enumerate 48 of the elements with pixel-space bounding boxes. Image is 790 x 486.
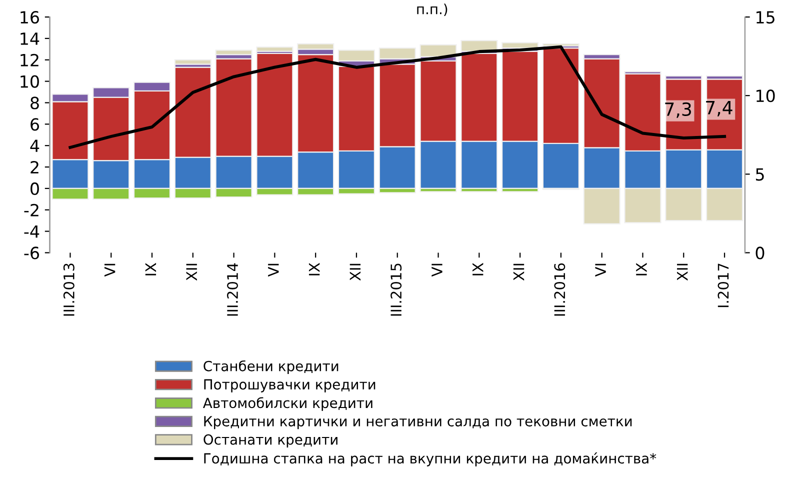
legend-label: Автомобилски кредити: [202, 397, 372, 411]
legend-label: Годишна стапка на раст на вкупни кредити на домаќинства*: [204, 452, 656, 466]
data-label: 7,4: [706, 101, 732, 116]
legend-label: Останати кредити: [204, 434, 338, 448]
y-tick-label: 2: [30, 160, 38, 174]
y-tick-label: 8: [30, 96, 39, 110]
x-tick-label: III.2016: [554, 263, 566, 316]
y2-tick-label: 5: [756, 168, 764, 181]
legend-label: Станбени кредити: [204, 360, 338, 374]
chart-title: п.п.): [417, 4, 448, 16]
y-tick-label: -4: [24, 225, 40, 238]
x-tick-label: VI: [595, 264, 606, 277]
y-tick-label: 4: [30, 140, 40, 152]
legend-label: Кредитни картички и негативни салда по тековни сметки: [204, 416, 632, 430]
y2-tick-label: 15: [756, 11, 774, 24]
x-tick-label: IX: [472, 262, 484, 276]
x-tick-label: XII: [186, 264, 197, 281]
x-tick-label: III.2015: [390, 264, 402, 316]
x-tick-label: XII: [677, 264, 688, 281]
bar: [174, 59, 212, 65]
x-tick-label: VI: [268, 264, 279, 277]
x-tick-label: III.2014: [226, 263, 238, 316]
y-tick-label: 12: [20, 54, 38, 66]
x-tick-label: IX: [636, 262, 647, 276]
x-tick-label: XII: [350, 264, 360, 281]
data-label: 7,3: [665, 102, 691, 118]
y2-tick-label: 0: [756, 246, 764, 260]
x-tick-label: I.2017: [718, 264, 729, 308]
legend-label: Потрошувачки кредити: [204, 379, 376, 392]
y-tick-label: 0: [30, 182, 39, 196]
bar: [502, 42, 539, 49]
x-tick-label: XII: [513, 264, 524, 281]
bar: [215, 50, 252, 56]
y-tick-label: 16: [20, 10, 39, 24]
bar: [542, 43, 580, 46]
y2-tick-label: 10: [756, 90, 775, 102]
y-tick-label: 10: [20, 75, 39, 88]
y-tick-label: 14: [20, 32, 40, 45]
y-tick-label: -6: [24, 246, 39, 260]
x-tick-label: VI: [104, 264, 116, 277]
y-tick-label: -2: [24, 204, 38, 216]
x-tick-label: VI: [432, 264, 442, 277]
bar: [256, 46, 294, 52]
bar: [420, 44, 457, 58]
x-tick-label: IX: [145, 262, 156, 276]
x-tick-label: IX: [308, 262, 320, 276]
y-tick-label: 6: [30, 118, 39, 131]
x-tick-label: III.2013: [63, 264, 74, 316]
